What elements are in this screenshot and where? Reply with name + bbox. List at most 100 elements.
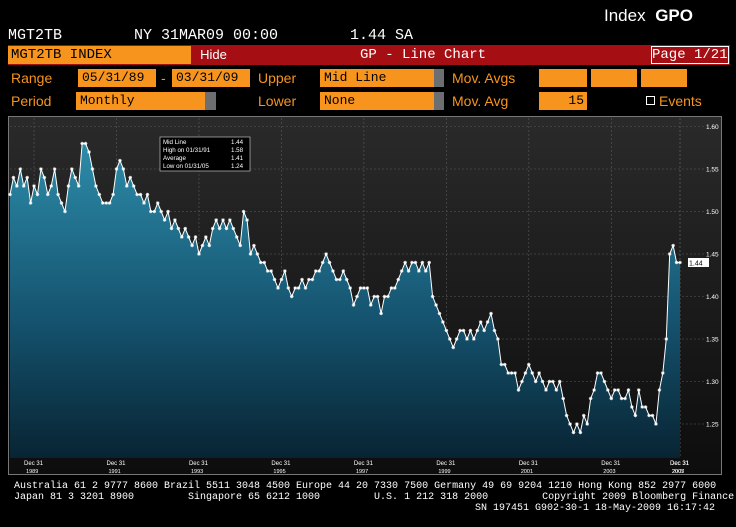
data-point xyxy=(186,235,191,239)
lower-select[interactable]: None xyxy=(320,92,434,110)
data-point xyxy=(351,303,356,307)
data-point xyxy=(169,226,174,231)
data-point xyxy=(83,141,88,146)
data-point xyxy=(15,184,19,188)
mov-avg-label: Mov. Avg xyxy=(452,93,509,109)
period-select-arrow[interactable] xyxy=(205,92,216,110)
data-point xyxy=(643,405,648,409)
data-point xyxy=(472,337,476,341)
data-point xyxy=(59,201,64,205)
data-point xyxy=(52,167,57,171)
data-point xyxy=(94,184,98,188)
data-point xyxy=(276,286,280,290)
range-start-input[interactable]: 05/31/89 xyxy=(78,69,156,87)
legend-label-3: Average xyxy=(163,155,186,162)
data-point xyxy=(365,286,370,290)
data-point xyxy=(496,337,500,341)
x-tick-label: Dec 31 xyxy=(670,461,690,467)
data-point xyxy=(667,252,672,256)
data-point xyxy=(382,294,387,299)
data-point xyxy=(533,379,538,384)
x-tick-label: Dec 31 xyxy=(271,461,291,467)
data-point xyxy=(8,192,12,197)
data-point xyxy=(489,311,493,316)
line-chart: 1.60 1.55 1.50 1.45 1.40 1.35 1.30 1.25 Dec 31 1… xyxy=(8,117,721,475)
data-point xyxy=(310,277,315,282)
data-point xyxy=(265,269,270,273)
x-year-label: 1999 xyxy=(438,469,450,475)
data-point xyxy=(403,260,407,265)
data-point xyxy=(399,269,404,273)
data-point xyxy=(499,362,504,367)
legend-value-3: 1.41 xyxy=(231,155,244,162)
chart-title: GP - Line Chart xyxy=(360,47,487,63)
data-point xyxy=(485,320,490,324)
data-point xyxy=(210,226,215,231)
data-point xyxy=(461,328,466,333)
data-point xyxy=(674,260,679,265)
security-field[interactable]: MGT2TB INDEX xyxy=(8,46,191,64)
data-point xyxy=(241,209,246,214)
data-point xyxy=(255,252,260,256)
data-point xyxy=(444,328,449,333)
data-point xyxy=(348,286,352,290)
data-point xyxy=(293,286,297,290)
data-point xyxy=(70,167,74,171)
events-checkbox[interactable] xyxy=(646,96,655,105)
data-point xyxy=(595,371,600,375)
upper-select[interactable]: Mid Line xyxy=(320,69,434,87)
mov-avg-field-2[interactable] xyxy=(591,69,637,87)
data-point xyxy=(437,311,442,316)
data-point xyxy=(131,184,136,188)
data-point xyxy=(238,243,243,248)
mov-avg-field-1[interactable] xyxy=(539,69,587,87)
mov-avgs-label: Mov. Avgs xyxy=(452,70,516,86)
data-point xyxy=(516,388,521,392)
data-point xyxy=(231,226,236,231)
data-point xyxy=(18,167,23,171)
data-point xyxy=(654,422,658,426)
data-point xyxy=(592,388,596,392)
series-area xyxy=(10,143,680,458)
data-point xyxy=(331,269,335,273)
last-value-tag: 1.44 xyxy=(689,261,703,268)
data-point xyxy=(200,243,205,248)
data-point xyxy=(468,328,473,333)
data-point xyxy=(355,294,359,299)
x-tick-label: Dec 31 xyxy=(436,461,456,467)
y-axis-ticks: 1.60 1.55 1.50 1.45 1.40 1.35 1.30 1.25 xyxy=(706,124,719,429)
function-title: Index GPO xyxy=(604,6,693,26)
data-point xyxy=(63,209,67,214)
y-tick-label: 1.50 xyxy=(706,209,719,216)
data-point xyxy=(228,218,232,222)
data-point xyxy=(142,201,146,205)
data-point xyxy=(602,379,607,384)
legend-box: Mid Line 1.44 High on 01/31/91 1.58 Aver… xyxy=(159,136,251,172)
data-point xyxy=(478,320,483,324)
data-point xyxy=(530,371,535,375)
x-year-label: 1989 xyxy=(26,469,38,475)
data-point xyxy=(28,201,33,205)
data-point xyxy=(537,371,541,375)
index-label: Index xyxy=(604,6,646,25)
data-point xyxy=(224,226,229,231)
quote-timestamp: NY 31MAR09 00:00 xyxy=(134,27,279,44)
data-point xyxy=(338,277,342,282)
period-select[interactable]: Monthly xyxy=(76,92,205,110)
data-point xyxy=(509,371,514,375)
range-end-input[interactable]: 03/31/09 xyxy=(172,69,250,87)
hide-button[interactable]: Hide xyxy=(196,46,231,64)
chart-frame xyxy=(8,116,722,475)
data-point xyxy=(190,243,194,248)
legend-value-1: 1.44 xyxy=(231,139,244,146)
data-point xyxy=(441,320,445,324)
data-point xyxy=(25,175,29,180)
lower-select-arrow[interactable] xyxy=(434,92,444,110)
upper-select-arrow[interactable] xyxy=(434,69,444,87)
mov-avg-period-input[interactable]: 15 xyxy=(539,92,587,110)
mov-avg-field-3[interactable] xyxy=(641,69,687,87)
data-point xyxy=(578,430,583,435)
x-tick-label: Dec 31 xyxy=(670,461,690,467)
data-point xyxy=(636,388,641,392)
data-point xyxy=(104,201,109,205)
